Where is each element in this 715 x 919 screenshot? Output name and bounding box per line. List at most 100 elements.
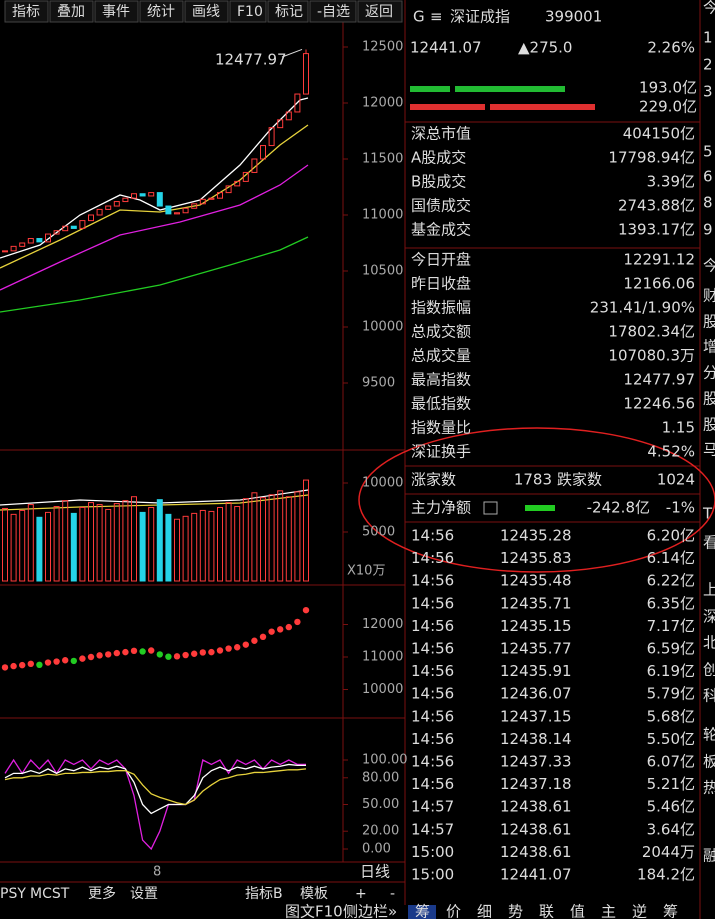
side-tab[interactable]: 筹 (415, 903, 430, 919)
period[interactable]: 日线 (360, 863, 390, 881)
indicator-dot (44, 659, 52, 666)
stat-value: 17802.34亿 (608, 323, 695, 341)
edge-text: 北 (703, 634, 715, 652)
toolbar-button[interactable]: 指标 (12, 4, 40, 20)
indicator-dot (242, 641, 249, 648)
indicator-dot (96, 652, 103, 659)
y-tick-label: 0.00 (362, 842, 391, 857)
indicator-dot (208, 648, 215, 656)
bottom-button[interactable]: 指标B (245, 886, 283, 902)
candle (27, 238, 34, 244)
tick-volume: 6.59亿 (647, 640, 695, 658)
edge-text: 创 (703, 661, 715, 679)
buy-bar (455, 86, 565, 92)
tick-time: 14:56 (411, 594, 454, 612)
indicator-dot (27, 660, 34, 668)
edge-text: 3 (703, 83, 713, 101)
side-tab[interactable]: 细 (477, 903, 492, 919)
volume-unit: X10万 (347, 564, 385, 579)
tick-price: 12435.71 (500, 594, 572, 612)
x-axis-label: 8 (153, 865, 161, 880)
candle (199, 198, 206, 205)
toolbar-button[interactable]: F10 (237, 4, 263, 20)
bottom-button[interactable]: 更多 (88, 885, 116, 902)
candle (294, 93, 301, 113)
side-tab[interactable]: 价 (446, 903, 461, 919)
bottom-button[interactable]: + (355, 886, 367, 902)
bottom-button[interactable]: PSY (0, 886, 26, 902)
psy-line (4, 763, 306, 815)
bottom-button[interactable]: 模板 (300, 886, 328, 902)
toolbar-button[interactable]: 统计 (147, 4, 175, 20)
candle (53, 230, 60, 235)
bottom-link[interactable]: 侧边栏» (343, 903, 397, 919)
tick-volume: 6.14亿 (647, 549, 695, 567)
indicator-dot (268, 628, 275, 635)
edge-text: 8 (703, 194, 713, 212)
stat-value: 2743.88亿 (618, 197, 695, 215)
tick-price: 12435.91 (500, 662, 572, 680)
toolbar-button-frame (229, 0, 267, 23)
tick-time: 14:56 (411, 685, 454, 703)
indicator-dot (216, 647, 224, 654)
flow-icon[interactable] (483, 501, 498, 515)
bottom-button[interactable]: MCST (30, 886, 70, 902)
volume-bar (208, 510, 215, 582)
down-count: 1024 (657, 471, 695, 489)
candle (131, 193, 137, 199)
candle (285, 111, 292, 121)
tick-volume: 6.07亿 (647, 753, 695, 771)
y-tick-label: 100.00 (362, 753, 408, 768)
y-tick-label: 12000 (362, 96, 403, 111)
edge-text: 看 (703, 534, 715, 552)
bottom-button[interactable]: - (390, 886, 395, 902)
toolbar-button[interactable]: 标记 (275, 4, 303, 20)
toolbar-button[interactable]: 返回 (365, 4, 393, 20)
candle (174, 212, 180, 215)
tick-time: 14:57 (411, 798, 454, 816)
side-tab[interactable]: 联 (539, 903, 554, 919)
candle (165, 205, 172, 215)
volume-bar (45, 511, 51, 582)
side-tab[interactable]: 主 (601, 903, 616, 919)
toolbar-button[interactable]: 画线 (192, 4, 220, 20)
side-tab[interactable]: 势 (508, 903, 523, 919)
candle (79, 220, 86, 229)
y-tick-label: 10000 (362, 682, 403, 697)
side-tab[interactable]: 筹 (663, 903, 678, 919)
volume-bar (174, 518, 180, 582)
tick-volume: 6.20亿 (647, 527, 695, 545)
menu-icon[interactable]: ≡ (430, 8, 443, 26)
candle (191, 203, 198, 209)
indicator-dot (302, 606, 310, 614)
toolbar-button[interactable]: 叠加 (57, 4, 85, 20)
y-tick-label: 11500 (362, 152, 403, 167)
candle (19, 242, 26, 247)
side-tab[interactable]: 值 (570, 903, 585, 919)
candle (242, 171, 249, 182)
toolbar-button-frame (267, 0, 309, 23)
tick-time: 14:56 (411, 640, 454, 658)
tick-volume: 5.68亿 (647, 707, 695, 725)
stat-label: 今日开盘 (411, 251, 471, 269)
edge-text: 股 (703, 313, 715, 331)
volume-bar (131, 496, 137, 582)
volume-bar (36, 516, 43, 582)
psy-line (4, 768, 307, 806)
volume-bar (139, 511, 146, 582)
indicator-dot (19, 661, 26, 669)
candle (260, 145, 266, 160)
buy-bar (410, 86, 450, 92)
toolbar-button[interactable]: 事件 (102, 4, 130, 20)
bottom-button[interactable]: 设置 (130, 886, 158, 902)
indicator-dot (122, 648, 129, 656)
side-tab[interactable]: 逆 (632, 903, 647, 919)
indicator-dot (165, 653, 172, 660)
toolbar-button[interactable]: -自选 (317, 4, 350, 20)
candle (225, 185, 232, 194)
y-tick-label: 80.00 (362, 770, 399, 785)
indicator-dot (79, 655, 86, 662)
edge-text: T (702, 505, 713, 523)
bottom-link[interactable]: 图文F10 (285, 903, 343, 919)
